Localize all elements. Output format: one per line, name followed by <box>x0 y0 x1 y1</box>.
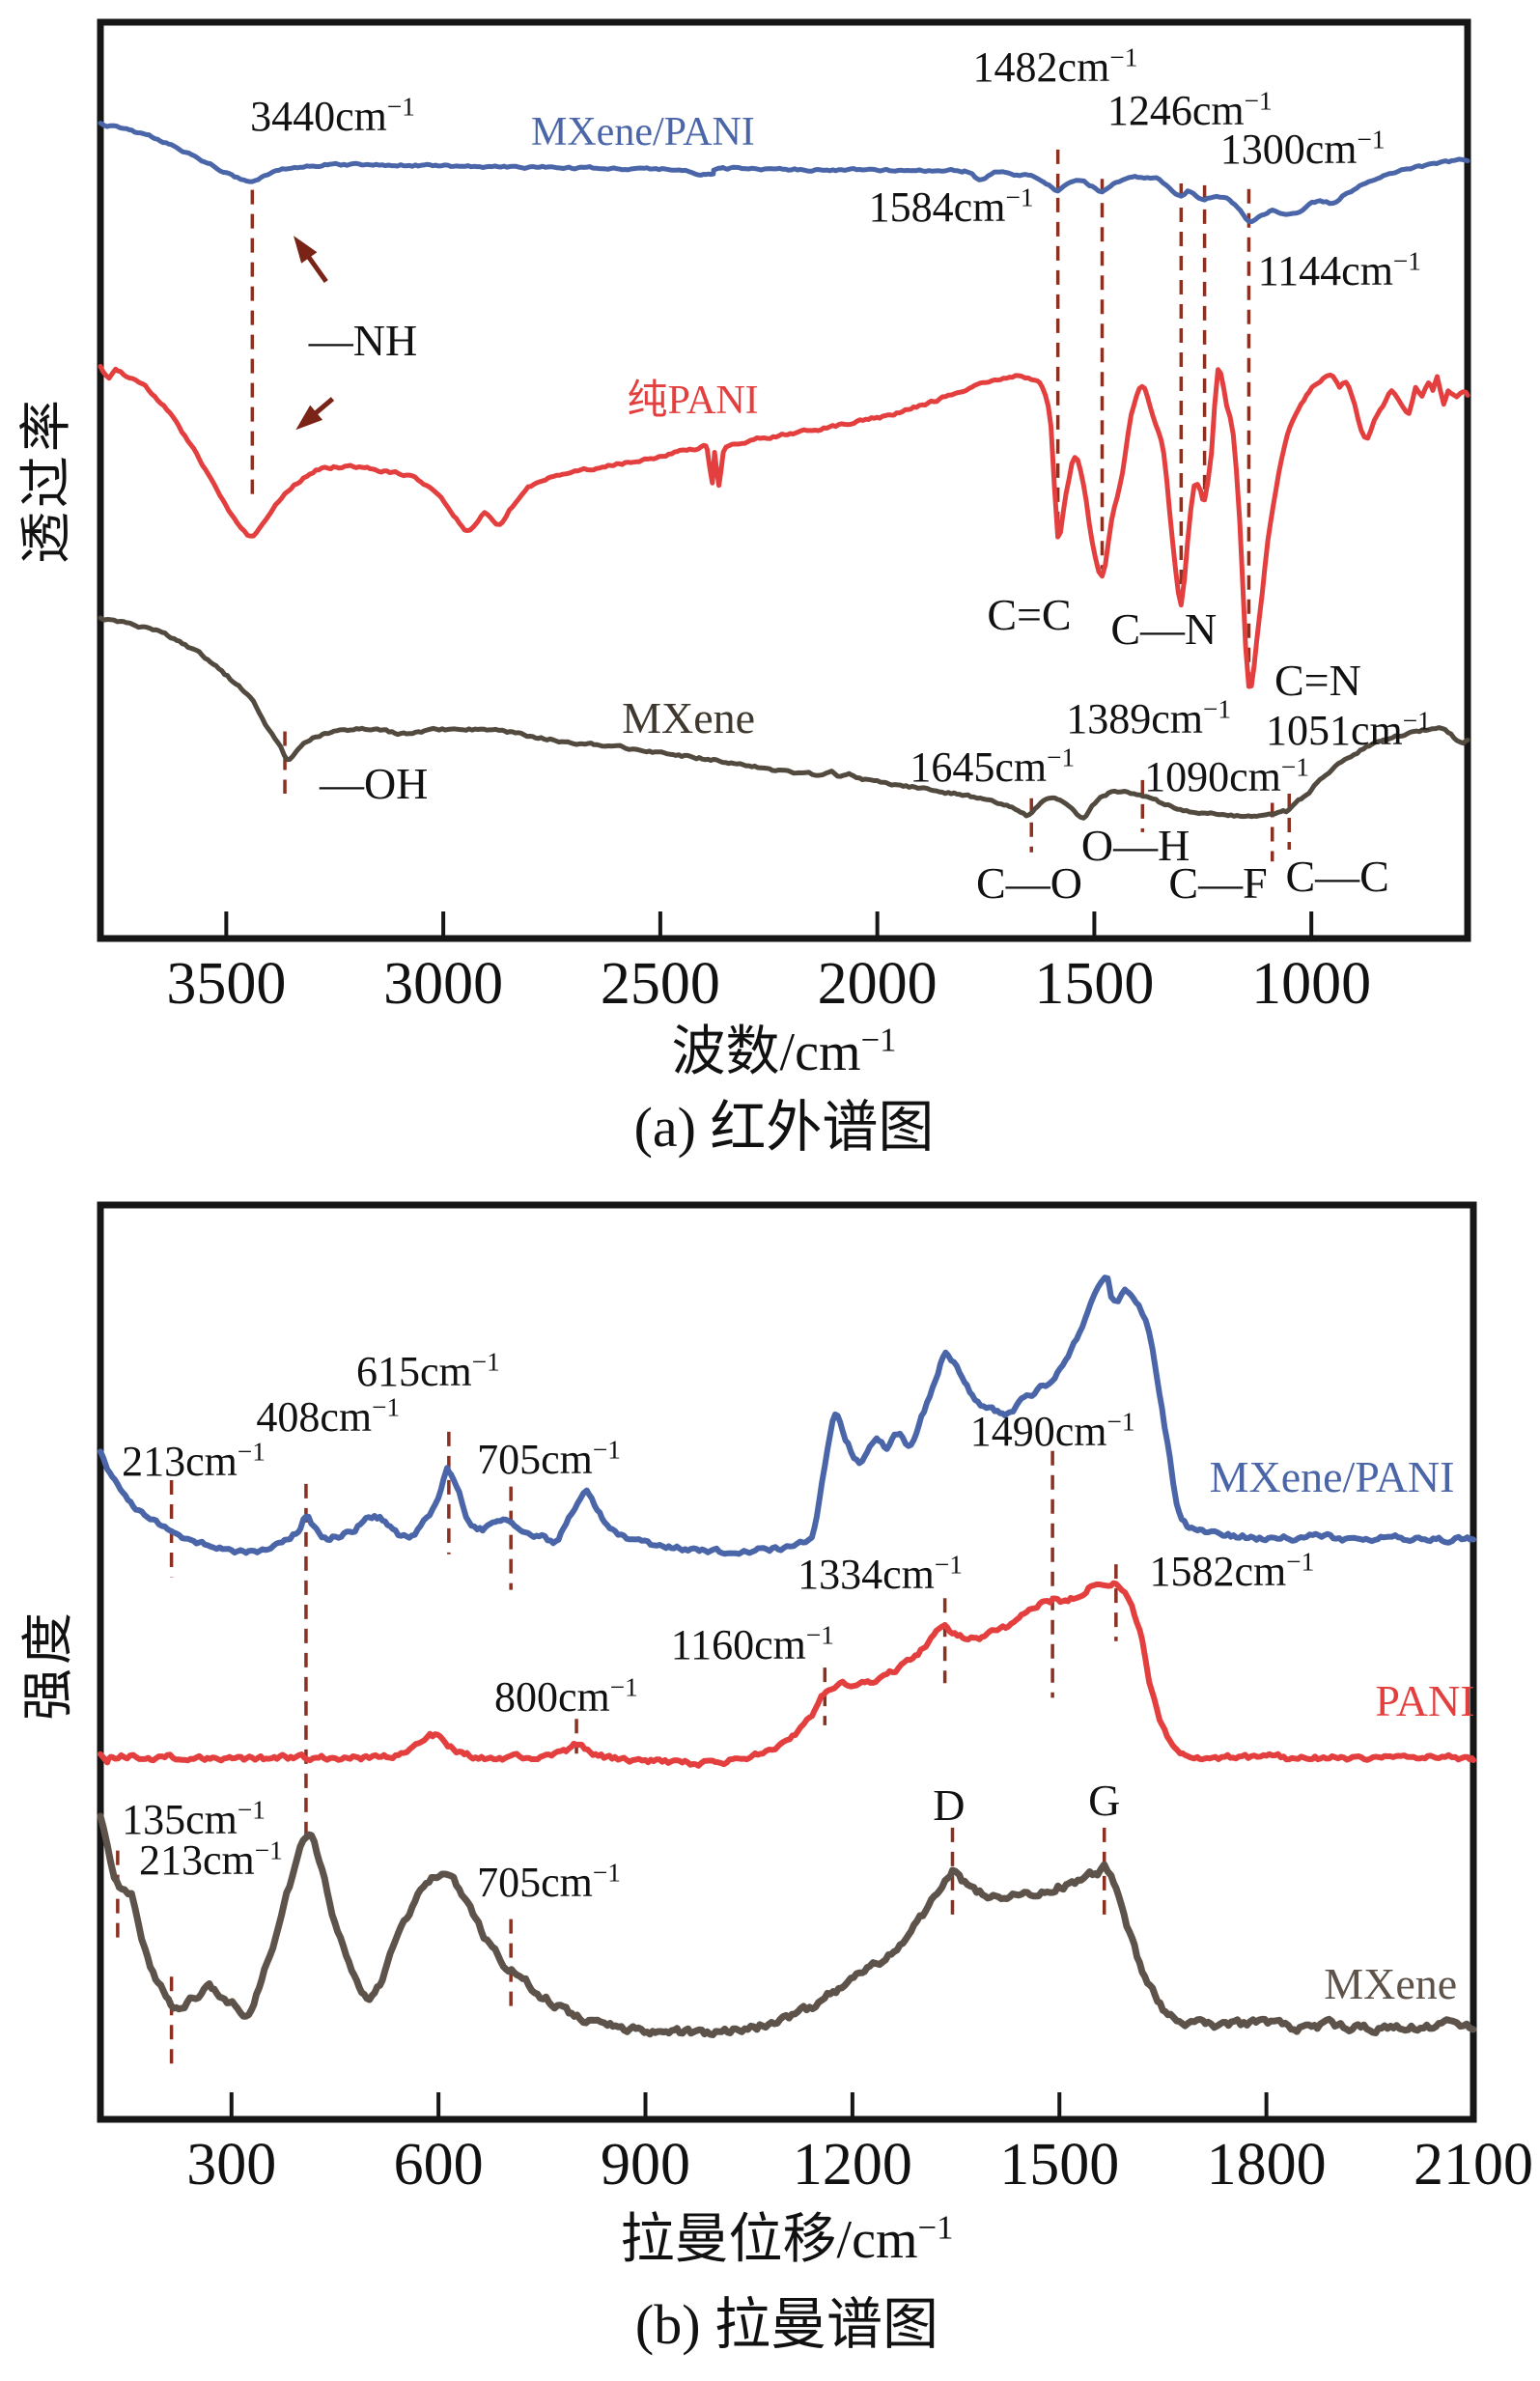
raman-annotation-213cm: 213cm−1 <box>122 1437 266 1486</box>
raman-annotation-800cm: 800cm−1 <box>493 1672 638 1722</box>
ftir-x-tick-label: 3000 <box>383 951 504 1017</box>
ftir-annotation-cn: C—N <box>1110 604 1218 655</box>
ftir-annotation-cc: C—C <box>1285 852 1389 902</box>
raman-annotation-615cm: 615cm−1 <box>356 1347 500 1396</box>
ftir-plot-border <box>97 18 1471 942</box>
ftir-annotation-1051cm: 1051cm−1 <box>1265 705 1431 754</box>
raman-annotation-408cm: 408cm−1 <box>256 1392 401 1441</box>
ftir-series-2-curve <box>98 363 1470 689</box>
ftir-x-tick-label: 2000 <box>817 951 938 1017</box>
ftir-series-3-curve <box>98 615 1470 821</box>
ftir-annotation-3440cm: 3440cm−1 <box>250 92 415 140</box>
ftir-annotation-nh: —NH <box>308 316 418 366</box>
raman-plot-border <box>97 1201 1477 2123</box>
ftir-series-1-curve <box>98 121 1470 224</box>
raman-x-tick-label: 300 <box>186 2132 277 2198</box>
raman-series-2-curve <box>98 1580 1476 1769</box>
raman-annotation-705cm: 705cm−1 <box>477 1435 621 1484</box>
ir-caption: (a) 红外谱图 <box>633 1096 935 1159</box>
ftir-annotation-mxene: MXene <box>622 693 756 743</box>
ftir-arrow-head <box>294 236 318 264</box>
ftir-annotation-co: C—O <box>976 858 1082 909</box>
ftir-annotation-cn: C=N <box>1274 656 1361 706</box>
ftir-chart <box>97 18 1471 942</box>
ftir-annotation-1246cm: 1246cm−1 <box>1106 86 1273 135</box>
ftir-arrow-head <box>295 405 323 431</box>
raman-annotation-705cm: 705cm−1 <box>477 1858 621 1906</box>
ftir-annotation-oh: O—H <box>1080 821 1190 871</box>
ftir-annotation-1482cm: 1482cm−1 <box>972 42 1138 91</box>
ftir-annotation-mxenepani: MXene/PANI <box>531 109 755 154</box>
raman-annotation-1334cm: 1334cm−1 <box>798 1549 963 1598</box>
ftir-annotation-pani: 纯PANI <box>627 378 759 423</box>
raman-series-1-curve <box>98 1275 1476 1557</box>
raman-y-axis-label: 强度 <box>19 1609 77 1721</box>
raman-annotation-mxene: MXene <box>1324 1958 1458 2008</box>
ftir-annotation-oh: —OH <box>319 758 429 808</box>
raman-x-axis-label: 拉曼位移/cm−1 <box>620 2208 954 2270</box>
ftir-x-tick-label: 2500 <box>600 951 720 1017</box>
raman-annotation-1160cm: 1160cm−1 <box>670 1620 834 1669</box>
raman-caption: (b) 拉曼谱图 <box>634 2293 939 2356</box>
raman-x-tick-label: 1200 <box>792 2132 912 2198</box>
ftir-x-tick-label: 1000 <box>1251 951 1372 1017</box>
raman-x-tick-label: 1500 <box>999 2132 1120 2198</box>
raman-annotation-g: G <box>1088 1776 1121 1826</box>
raman-x-tick-label: 2100 <box>1414 2132 1533 2198</box>
raman-annotation-213cm: 213cm−1 <box>138 1835 283 1884</box>
ftir-annotation-1389cm: 1389cm−1 <box>1066 694 1231 743</box>
raman-x-tick-label: 600 <box>393 2132 484 2198</box>
ftir-annotation-cf: C—F <box>1168 858 1268 909</box>
raman-x-tick-label: 1800 <box>1206 2132 1327 2198</box>
ir-x-axis-label: 波数/cm−1 <box>671 1021 897 1082</box>
raman-annotation-pani: PANI <box>1375 1676 1475 1726</box>
ftir-annotation-1090cm: 1090cm−1 <box>1144 752 1309 800</box>
raman-annotation-135cm: 135cm−1 <box>122 1795 266 1844</box>
raman-annotation-mxenepani: MXene/PANI <box>1209 1452 1455 1502</box>
raman-series-3-curve <box>97 1812 1477 2038</box>
ftir-annotation-1144cm: 1144cm−1 <box>1257 246 1421 295</box>
raman-chart <box>97 1201 1477 2123</box>
ftir-x-tick-label: 3500 <box>166 951 287 1017</box>
raman-annotation-d: D <box>933 1780 966 1831</box>
raman-annotation-1490cm: 1490cm−1 <box>969 1407 1135 1455</box>
raman-x-tick-label: 900 <box>601 2132 690 2198</box>
ftir-annotation-1300cm: 1300cm−1 <box>1219 125 1386 173</box>
ftir-annotation-cc: C=C <box>987 590 1072 639</box>
raman-annotation-1582cm: 1582cm−1 <box>1149 1547 1315 1595</box>
ftir-annotation-1584cm: 1584cm−1 <box>868 182 1034 231</box>
ftir-x-tick-label: 1500 <box>1034 951 1155 1017</box>
ftir-annotation-1645cm: 1645cm−1 <box>910 742 1076 791</box>
ir-y-axis-label: 透过率 <box>17 396 75 564</box>
